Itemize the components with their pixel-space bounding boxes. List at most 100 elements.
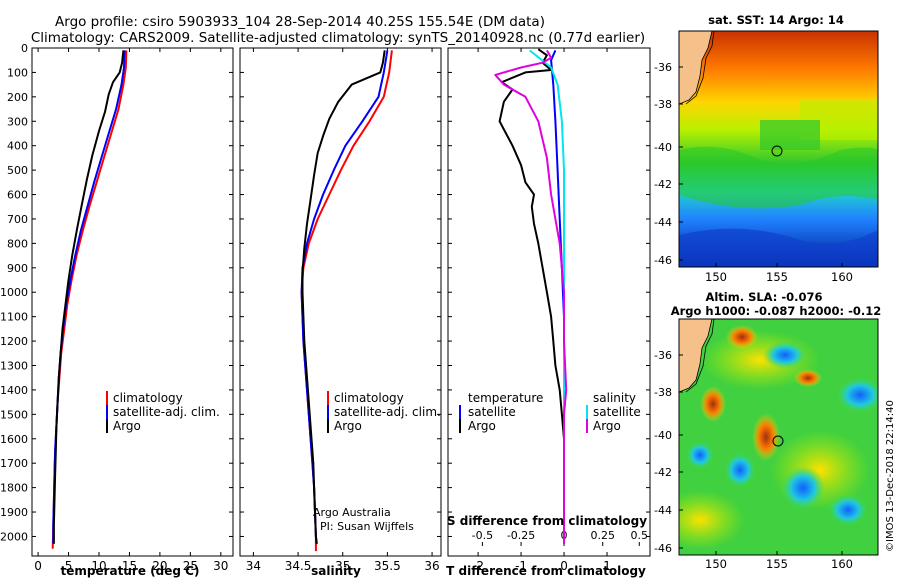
legend-label-temperature-argo: Argo bbox=[468, 419, 496, 433]
map-lon-tick-label: 150 bbox=[705, 557, 727, 571]
series-line-salinity-argo bbox=[494, 49, 568, 544]
x-tick-label: 5 bbox=[65, 559, 73, 573]
y-tick-label: 1100 bbox=[0, 311, 28, 324]
x-tick-label: 15 bbox=[122, 559, 137, 573]
salinity-legend: climatology satellite-adj. clim. Argo bbox=[327, 391, 441, 433]
series-line-climatology bbox=[300, 50, 393, 552]
temperature-plot-frame bbox=[31, 47, 234, 557]
map-lat-tick-label: -44 bbox=[654, 216, 672, 229]
legend-label-climatology: climatology bbox=[113, 391, 183, 405]
y-tick-label: 900 bbox=[7, 262, 28, 275]
y-tick-label: 100 bbox=[7, 66, 28, 79]
x-tick-label: 10 bbox=[91, 559, 106, 573]
sla-map-frame bbox=[678, 318, 879, 556]
y-tick-label: 500 bbox=[7, 164, 28, 177]
salinity-difference-tick-label: -0.25 bbox=[507, 529, 535, 542]
y-tick-label: 1300 bbox=[0, 360, 28, 373]
map-lat-tick-label: -38 bbox=[654, 98, 672, 111]
y-tick-label: 1700 bbox=[0, 457, 28, 470]
map-lat-tick-label: -40 bbox=[654, 141, 672, 154]
legend-label-salinity-argo: Argo bbox=[593, 419, 621, 433]
x-tick-label: 0 bbox=[560, 559, 568, 573]
map-lon-tick-label: 160 bbox=[831, 270, 853, 284]
salinity-x-label: salinity bbox=[311, 564, 361, 578]
x-tick-label: 34.5 bbox=[285, 559, 312, 573]
map-lon-tick-label: 160 bbox=[831, 557, 853, 571]
legend-label-temperature-satellite: satellite bbox=[468, 405, 516, 419]
y-tick-label: 1200 bbox=[0, 335, 28, 348]
sla-map-title-line2: Argo h1000: -0.087 h2000: -0.12 bbox=[671, 304, 882, 318]
y-tick-label: 300 bbox=[7, 115, 28, 128]
sst-map bbox=[679, 31, 878, 267]
y-tick-label: 1600 bbox=[0, 433, 28, 446]
y-tick-label: 0 bbox=[21, 42, 28, 55]
x-tick-label: 20 bbox=[152, 559, 167, 573]
x-tick-label: 34 bbox=[246, 559, 261, 573]
series-line-argo bbox=[52, 50, 125, 544]
series-line-temperature-argo bbox=[498, 48, 565, 544]
y-tick-label: 1800 bbox=[0, 482, 28, 495]
y-tick-label: 400 bbox=[7, 140, 28, 153]
series-line-climatology bbox=[51, 50, 128, 549]
x-tick-label: 30 bbox=[213, 559, 228, 573]
y-tick-label: 200 bbox=[7, 91, 28, 104]
temperature-plot: 0100200300400500600700800900100011001200… bbox=[0, 42, 233, 573]
credit-line2: PI: Susan Wijffels bbox=[320, 520, 414, 533]
legend-title-temperature: temperature bbox=[468, 391, 543, 405]
sst-argo-position-marker bbox=[771, 145, 783, 157]
y-tick-label: 1000 bbox=[0, 286, 28, 299]
legend-title-salinity: salinity bbox=[593, 391, 636, 405]
x-tick-label: 0 bbox=[34, 559, 42, 573]
map-lon-tick-label: 155 bbox=[766, 557, 788, 571]
salinity-difference-top-label: S difference from climatology bbox=[447, 514, 647, 528]
sla-argo-position-marker bbox=[772, 435, 784, 447]
series-line-salinity-satellite bbox=[529, 49, 565, 544]
salinity-difference-tick-label: 0.5 bbox=[631, 529, 649, 542]
y-tick-label: 800 bbox=[7, 237, 28, 250]
map-lat-tick-label: -40 bbox=[654, 429, 672, 442]
sla-map-title-line1: Altim. SLA: -0.076 bbox=[705, 290, 822, 304]
x-tick-label: 1 bbox=[603, 559, 611, 573]
legend-label-argo: Argo bbox=[334, 419, 362, 433]
legend-label-climatology: climatology bbox=[334, 391, 404, 405]
map-axis-ticks: -36 -36 -38 -38 -40 -40 -42 -42 -44 -44 -46 -46 150 1… bbox=[654, 61, 853, 571]
difference-plot: -2 -1 0 1-0.5 -0.25 0 0.25 0.5 bbox=[448, 47, 650, 573]
y-tick-label: 2000 bbox=[0, 530, 28, 543]
figure-title-line1: Argo profile: csiro 5903933_104 28-Sep-2… bbox=[55, 14, 545, 30]
salinity-plot-frame bbox=[239, 47, 442, 557]
y-tick-label: 1900 bbox=[0, 506, 28, 519]
map-lat-tick-label: -44 bbox=[654, 504, 672, 517]
sla-map bbox=[679, 319, 878, 555]
temperature-x-label: temperature (deg C) bbox=[61, 564, 200, 578]
map-lon-tick-label: 150 bbox=[705, 270, 727, 284]
difference-legend: temperature satellite Argo salinity sate… bbox=[459, 391, 641, 433]
legend-label-satellite: satellite-adj. clim. bbox=[334, 405, 441, 419]
series-line-argo bbox=[301, 50, 386, 544]
map-lat-tick-label: -42 bbox=[654, 466, 672, 479]
temperature-legend: climatology satellite-adj. clim. Argo bbox=[106, 391, 220, 433]
map-lat-tick-label: -36 bbox=[654, 349, 672, 362]
legend-label-salinity-satellite: satellite bbox=[593, 405, 641, 419]
difference-plot-frame bbox=[447, 47, 651, 557]
x-tick-label: 36 bbox=[424, 559, 439, 573]
x-tick-label: 35.5 bbox=[374, 559, 401, 573]
y-tick-label: 600 bbox=[7, 189, 28, 202]
map-lat-tick-label: -42 bbox=[654, 178, 672, 191]
difference-x-label: T difference from climatology bbox=[446, 564, 646, 578]
map-lat-tick-label: -46 bbox=[654, 254, 672, 267]
credit-line1: Argo Australia bbox=[313, 506, 391, 519]
salinity-difference-tick-label: 0.25 bbox=[590, 529, 615, 542]
map-lat-tick-label: -36 bbox=[654, 61, 672, 74]
sst-map-title: sat. SST: 14 Argo: 14 bbox=[708, 13, 844, 27]
figure-title-line2: Climatology: CARS2009. Satellite-adjuste… bbox=[31, 30, 645, 46]
map-lat-tick-label: -38 bbox=[654, 386, 672, 399]
x-tick-label: -1 bbox=[515, 559, 527, 573]
legend-label-argo: Argo bbox=[113, 419, 141, 433]
imos-watermark: ©IMOS 13-Dec-2018 22:14:40 bbox=[885, 400, 896, 552]
x-tick-label: 35 bbox=[335, 559, 350, 573]
legend-label-satellite: satellite-adj. clim. bbox=[113, 405, 220, 419]
y-tick-label: 700 bbox=[7, 213, 28, 226]
y-tick-label: 1500 bbox=[0, 408, 28, 421]
x-tick-label: -2 bbox=[472, 559, 484, 573]
